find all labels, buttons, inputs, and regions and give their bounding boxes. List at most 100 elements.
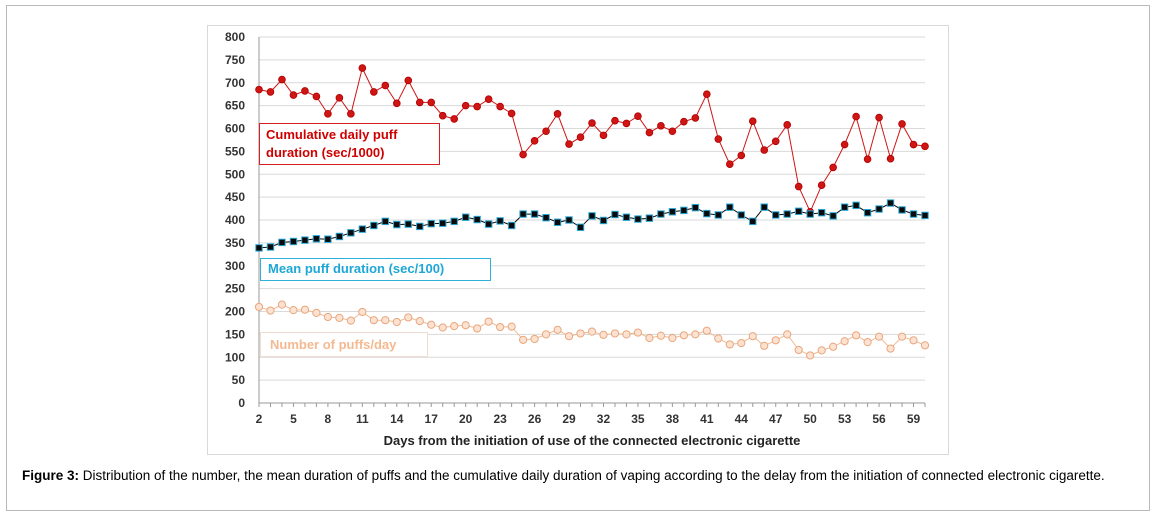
series-0-point bbox=[794, 182, 803, 191]
series-1-point bbox=[576, 223, 585, 232]
series-0-point bbox=[542, 127, 550, 136]
series-1-point bbox=[461, 213, 470, 221]
series-1 bbox=[255, 199, 929, 252]
series-0-point bbox=[496, 102, 504, 111]
series-1-point bbox=[726, 203, 734, 211]
series-2-point bbox=[266, 306, 275, 315]
series-1-point bbox=[645, 214, 654, 222]
series-2-point bbox=[886, 344, 895, 353]
series-2-point bbox=[599, 330, 608, 339]
series-2-point bbox=[622, 330, 631, 339]
series-0-point bbox=[703, 90, 711, 98]
series-0-point bbox=[645, 128, 654, 137]
y-tick-label-200: 200 bbox=[225, 305, 245, 319]
series-0-point bbox=[530, 137, 539, 145]
series-1-point bbox=[691, 203, 700, 212]
series-2-point bbox=[806, 351, 815, 360]
series-2 bbox=[254, 300, 930, 360]
series-1-point bbox=[703, 209, 711, 218]
series-0-point bbox=[461, 101, 470, 110]
series-2-point bbox=[507, 322, 516, 331]
series-2-point bbox=[346, 316, 355, 325]
series-0-point bbox=[324, 110, 332, 118]
series-0-point bbox=[370, 88, 378, 96]
series-2-point bbox=[794, 345, 803, 355]
series-0-point bbox=[312, 92, 321, 101]
series-1-point bbox=[886, 199, 895, 207]
series-2-point bbox=[737, 338, 746, 348]
y-tick-label-100: 100 bbox=[225, 350, 245, 364]
series-2-point bbox=[633, 328, 643, 337]
series-0-point bbox=[852, 112, 860, 121]
caption-label: Figure 3: bbox=[22, 468, 80, 483]
x-tick-label-44: 44 bbox=[735, 412, 749, 426]
series-0-point bbox=[438, 111, 447, 120]
y-tick-label-250: 250 bbox=[225, 282, 245, 296]
series-0-point bbox=[576, 133, 585, 141]
series-2-point bbox=[369, 316, 378, 325]
series-0-point bbox=[622, 119, 631, 128]
figure-frame bbox=[6, 5, 1150, 511]
series-1-point bbox=[370, 221, 378, 230]
series-0-point bbox=[829, 163, 837, 172]
series-2-point bbox=[484, 317, 493, 326]
legend-cumulative-line1: Cumulative daily puff bbox=[266, 127, 398, 142]
series-1-point bbox=[840, 203, 849, 211]
series-2-point bbox=[679, 331, 688, 340]
series-2-point bbox=[874, 332, 884, 341]
series-0-point bbox=[588, 119, 596, 127]
y-tick-label-0: 0 bbox=[238, 396, 245, 410]
series-0-point bbox=[771, 137, 780, 146]
series-2-point bbox=[748, 332, 757, 341]
y-tick-label-550: 550 bbox=[225, 144, 245, 158]
series-0-point bbox=[473, 102, 481, 111]
series-1-point bbox=[335, 232, 344, 241]
y-tick-label-300: 300 bbox=[225, 259, 245, 273]
series-1-point bbox=[496, 217, 504, 225]
series-1-point bbox=[783, 210, 791, 218]
series-0-point bbox=[347, 110, 355, 118]
series-1-point bbox=[599, 216, 608, 225]
series-1-point bbox=[266, 243, 275, 251]
series-2-point bbox=[909, 336, 918, 345]
series-1-point bbox=[324, 235, 332, 243]
legend-cumulative-duration: Cumulative daily puff duration (sec/1000… bbox=[259, 123, 440, 165]
x-tick-label-41: 41 bbox=[700, 412, 714, 426]
series-layer bbox=[254, 64, 930, 360]
series-0-point bbox=[565, 140, 573, 148]
series-2-point bbox=[530, 334, 539, 344]
series-0-point bbox=[886, 154, 895, 163]
series-2-point bbox=[610, 329, 620, 338]
y-tick-label-800: 800 bbox=[225, 30, 245, 44]
series-0-point bbox=[507, 109, 516, 118]
series-2-point bbox=[254, 302, 264, 312]
series-0-point bbox=[381, 81, 390, 90]
series-2-point bbox=[714, 334, 723, 343]
x-axis-ticks: 2 5 8 11 14 17 20 23 26 29 32 35 38 41 44 47 50 53 56 59 bbox=[256, 412, 921, 426]
series-2-point bbox=[381, 316, 390, 325]
series-1-point bbox=[898, 206, 906, 214]
x-tick-label-17: 17 bbox=[425, 412, 439, 426]
y-tick-label-350: 350 bbox=[225, 236, 245, 250]
x-tick-label-50: 50 bbox=[803, 412, 817, 426]
series-2-point bbox=[312, 308, 321, 317]
y-tick-label-650: 650 bbox=[225, 99, 245, 113]
series-0-point bbox=[909, 140, 918, 149]
series-2-point bbox=[656, 331, 665, 340]
series-2-point bbox=[725, 340, 734, 349]
series-1-point bbox=[794, 207, 803, 216]
y-tick-label-750: 750 bbox=[225, 53, 245, 67]
series-1-point bbox=[553, 218, 562, 226]
x-tick-label-35: 35 bbox=[631, 412, 645, 426]
series-0-point bbox=[278, 75, 286, 84]
series-0-point bbox=[255, 85, 263, 94]
series-1-point bbox=[622, 213, 631, 221]
series-0-point bbox=[714, 135, 723, 143]
series-1-point bbox=[749, 217, 757, 226]
series-2-point bbox=[473, 324, 482, 333]
series-1-point bbox=[255, 244, 263, 252]
series-0-point bbox=[783, 121, 792, 129]
y-tick-label-150: 150 bbox=[225, 327, 245, 341]
series-2-point bbox=[897, 332, 907, 341]
y-tick-label-50: 50 bbox=[232, 373, 246, 387]
